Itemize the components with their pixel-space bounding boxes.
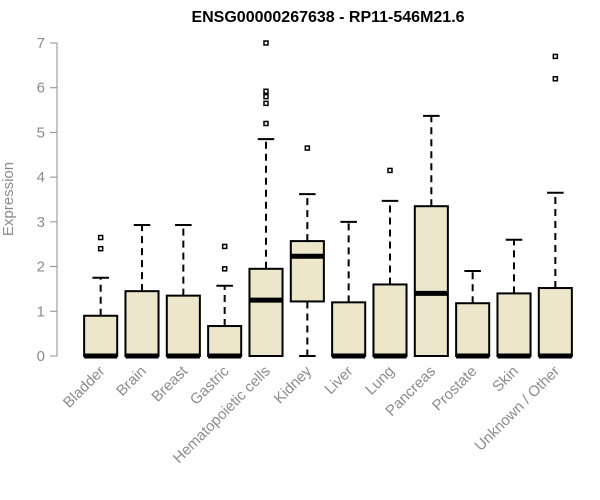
x-category-label: Liver: [321, 363, 356, 398]
outlier-point: [552, 53, 559, 60]
outlier-point: [552, 76, 559, 82]
iqr-box: [207, 325, 243, 358]
box-breast: [165, 223, 201, 359]
iqr-box: [83, 314, 119, 357]
box-brain: [124, 223, 160, 359]
iqr-box: [413, 205, 449, 357]
outlier-point: [263, 88, 269, 95]
box-gastric: [207, 243, 243, 359]
box-skin: [496, 238, 532, 359]
y-tick-label: 7: [37, 35, 45, 52]
iqr-box: [331, 301, 367, 358]
iqr-box: [124, 290, 160, 357]
box-bladder: [83, 234, 119, 359]
outlier-point: [263, 120, 269, 127]
y-tick-label: 0: [37, 348, 45, 365]
iqr-box: [289, 240, 325, 303]
outlier-point: [263, 100, 269, 107]
iqr-box: [165, 294, 201, 357]
outlier-point: [387, 167, 393, 174]
iqr-box: [496, 292, 532, 357]
x-category-label: Skin: [489, 363, 522, 396]
box-unknown-other: [537, 53, 573, 359]
y-tick-label: 1: [37, 303, 45, 320]
box-hematopoietic-cells: [248, 40, 284, 357]
y-tick-label: 6: [37, 80, 45, 97]
iqr-box: [248, 267, 284, 357]
box-prostate: [455, 270, 491, 359]
box-pancreas: [413, 114, 449, 357]
x-category-label: Lung: [362, 363, 398, 399]
chart-title: ENSG00000267638 - RP11-546M21.6: [191, 9, 464, 26]
boxes: [83, 40, 573, 359]
iqr-box: [537, 287, 573, 357]
x-category-label: Kidney: [271, 362, 316, 407]
outlier-point: [97, 245, 104, 252]
y-axis: 0 1 2 3 4 5 6 7: [37, 35, 58, 365]
x-category-label: Brain: [113, 363, 150, 400]
outlier-point: [221, 266, 228, 272]
iqr-box: [372, 283, 408, 358]
y-tick-label: 5: [37, 124, 45, 141]
box-kidney: [289, 145, 325, 357]
box-liver: [331, 220, 367, 359]
y-tick-label: 4: [37, 169, 45, 186]
outlier-point: [221, 243, 228, 250]
outlier-point: [304, 145, 311, 151]
x-category-label: Prostate: [429, 363, 481, 415]
x-category-label: Breast: [148, 362, 191, 405]
y-tick-label: 3: [37, 214, 45, 231]
iqr-box: [455, 302, 491, 358]
y-axis-label: Expression: [0, 162, 17, 236]
y-tick-label: 2: [37, 259, 45, 276]
x-category-label: Bladder: [60, 363, 109, 412]
box-lung: [372, 167, 408, 359]
outlier-point: [263, 40, 269, 46]
outlier-point: [263, 93, 269, 100]
outlier-point: [97, 234, 104, 241]
